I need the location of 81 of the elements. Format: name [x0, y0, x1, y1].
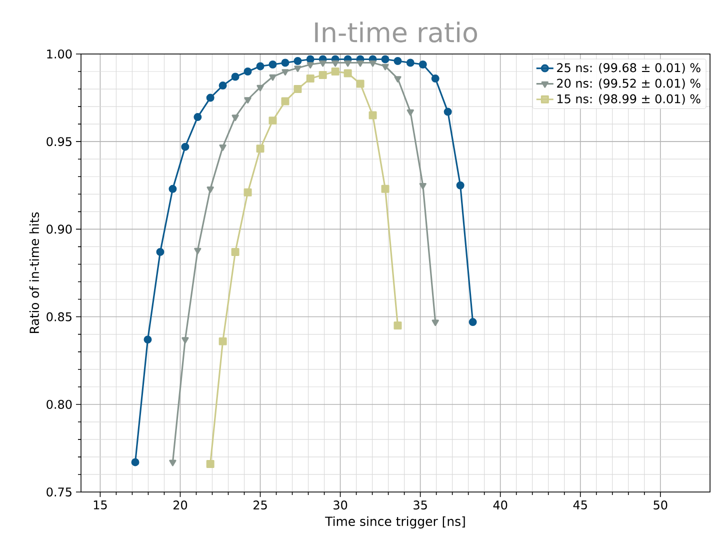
point [381, 55, 390, 64]
y-tick-label: 0.90 [46, 224, 72, 234]
point [256, 144, 264, 153]
y-tick-label: 0.85 [46, 312, 72, 322]
point [131, 458, 140, 466]
point [468, 318, 477, 326]
point [344, 60, 352, 67]
x-tick-label: 25 [254, 500, 267, 510]
point [244, 188, 252, 196]
y-tick-label: 1.00 [47, 49, 72, 59]
point [281, 97, 290, 106]
point [368, 111, 377, 120]
chart-title: In-time ratio [315, 22, 478, 42]
legend-label: 20 ns: (99.52 ± 0.01) % [557, 78, 700, 90]
point [406, 109, 414, 116]
point [456, 181, 464, 190]
x-tick-label: 40 [493, 500, 508, 510]
point [432, 320, 439, 326]
point [268, 116, 277, 125]
point [356, 60, 364, 67]
point [381, 184, 390, 193]
point [344, 69, 352, 78]
point [231, 248, 240, 256]
point [206, 94, 214, 102]
x-tick-label: 30 [334, 500, 348, 510]
point [394, 76, 402, 83]
point [431, 74, 440, 83]
legend-label: 25 ns: (99.68 ± 0.01) % [557, 63, 700, 74]
point [306, 74, 314, 83]
point [444, 108, 452, 116]
point [218, 82, 227, 90]
point [206, 460, 214, 468]
point [294, 56, 302, 65]
x-tick-label: 35 [414, 500, 427, 510]
point [331, 68, 340, 76]
x-tick-label: 15 [94, 500, 107, 510]
point [419, 182, 426, 190]
point [268, 60, 277, 68]
y-axis-title: Ratio of in-time hits [29, 212, 40, 334]
point [169, 460, 176, 466]
x-tick-label: 45 [573, 500, 587, 510]
point [294, 85, 302, 94]
x-tick-label: 50 [654, 500, 668, 510]
point [232, 114, 239, 122]
point [394, 322, 402, 330]
point [231, 72, 240, 81]
point [244, 97, 252, 104]
point [156, 248, 164, 256]
point [181, 142, 190, 151]
point [369, 60, 376, 67]
point [182, 337, 189, 344]
legend-label: 15 ns: (98.99 ± 0.01) % [558, 94, 700, 105]
point [318, 71, 327, 80]
y-tick-label: 0.95 [46, 137, 72, 146]
point [218, 337, 227, 346]
point [356, 80, 364, 88]
x-axis-title: Time since trigger [ns] [325, 516, 465, 528]
y-tick-label: 0.75 [46, 487, 72, 497]
point [244, 68, 252, 76]
point [382, 64, 389, 70]
point [206, 186, 214, 193]
point [256, 62, 264, 70]
x-tick-label: 20 [174, 500, 188, 510]
point [281, 58, 290, 67]
point [332, 60, 339, 67]
point [194, 113, 202, 122]
point [269, 74, 276, 81]
point [418, 60, 427, 68]
point [219, 144, 226, 151]
point [194, 248, 202, 254]
point [306, 62, 314, 68]
y-tick-label: 0.80 [46, 400, 72, 409]
point [394, 56, 402, 65]
point [319, 60, 326, 67]
point [282, 69, 289, 76]
point [144, 336, 152, 344]
point [168, 184, 177, 193]
point [306, 55, 314, 64]
point [406, 58, 414, 67]
point [294, 66, 302, 72]
point [256, 84, 264, 92]
